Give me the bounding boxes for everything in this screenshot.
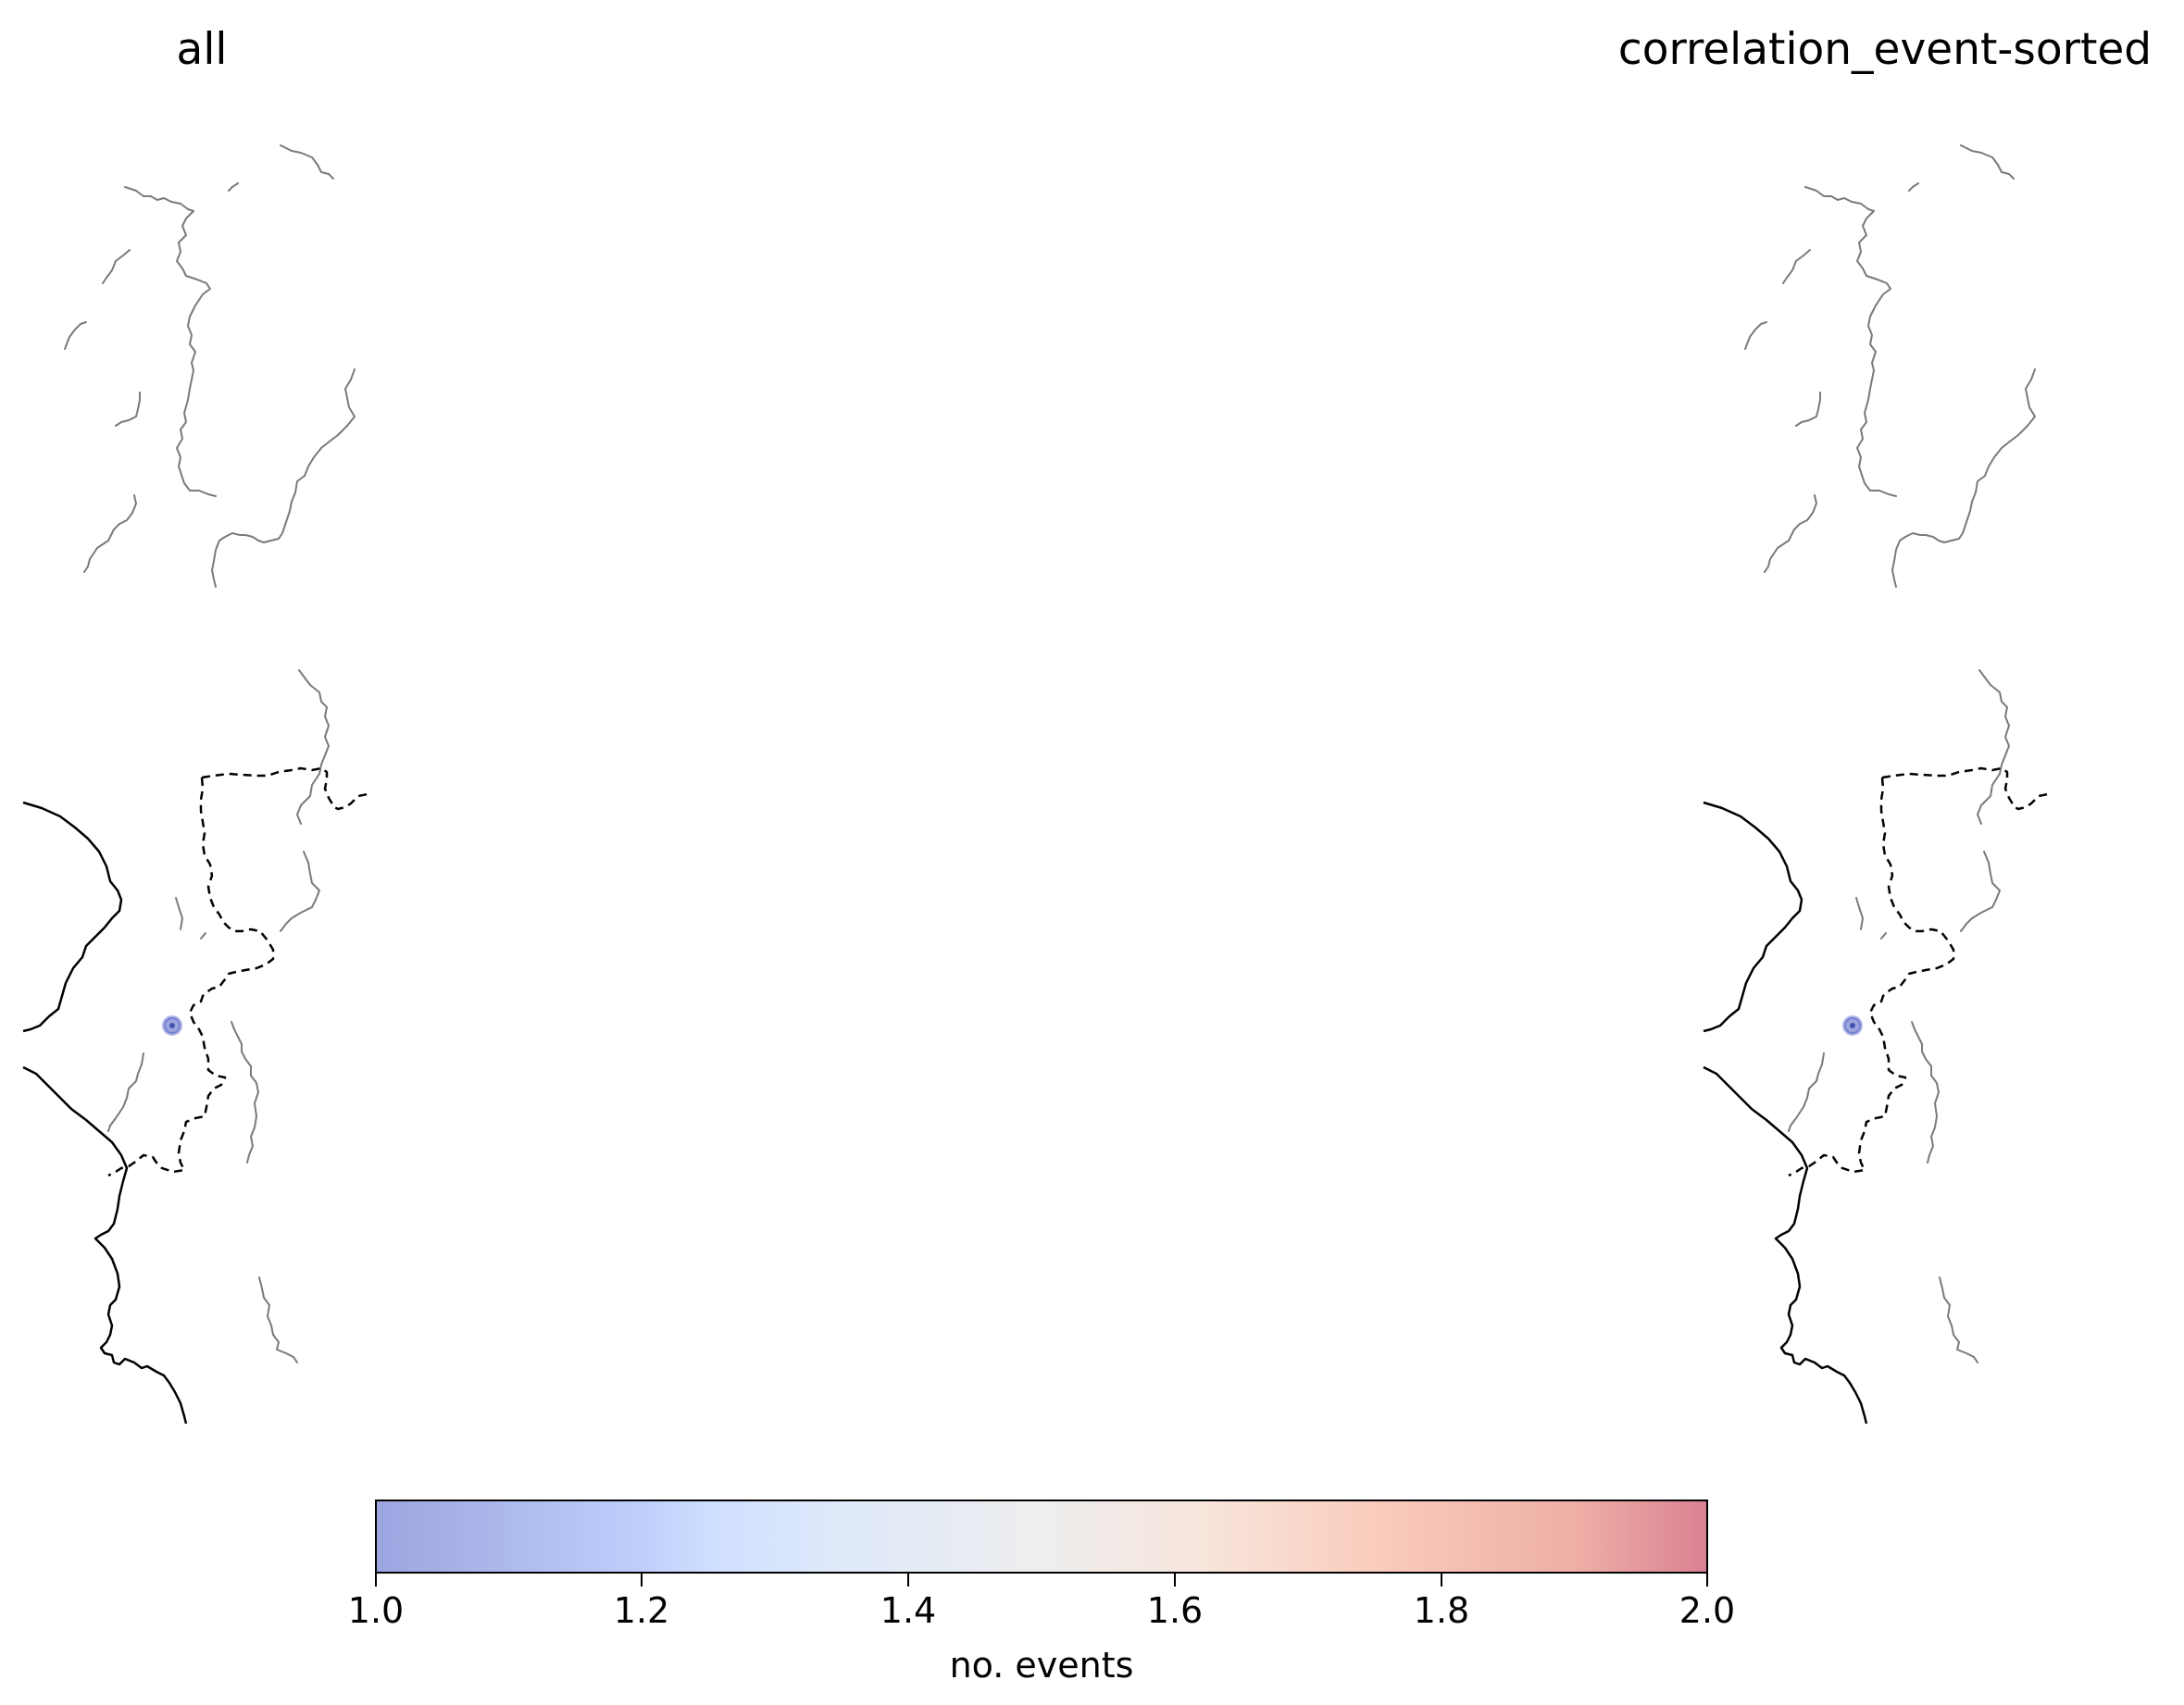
coastline xyxy=(22,801,123,1033)
river xyxy=(1764,494,1817,573)
colorbar-tick xyxy=(1174,1574,1176,1587)
colorbar-tick xyxy=(641,1574,643,1587)
river xyxy=(124,186,217,497)
coastline xyxy=(1703,801,1803,1033)
colorbar-tick-label: 1.4 xyxy=(880,1590,937,1631)
event-marker-center xyxy=(169,1023,175,1028)
colorbar-label: no. events xyxy=(949,1645,1134,1686)
river xyxy=(1960,851,2001,932)
river xyxy=(115,392,141,427)
river xyxy=(1911,1021,1940,1164)
colorbar-tick xyxy=(1706,1574,1708,1587)
country-border xyxy=(201,766,368,811)
river xyxy=(1977,669,2010,825)
river xyxy=(83,494,137,573)
colorbar-tick xyxy=(1441,1574,1442,1587)
river xyxy=(1880,932,1887,940)
borders xyxy=(1788,766,2049,1177)
river xyxy=(1939,1276,1978,1363)
river xyxy=(1891,368,2036,588)
river xyxy=(280,144,334,180)
map-panel-correlation xyxy=(1703,144,2049,1425)
colorbar-tick xyxy=(907,1574,909,1587)
event-marker-center xyxy=(1850,1023,1855,1028)
river xyxy=(1804,186,1897,497)
river xyxy=(1795,392,1821,427)
river xyxy=(296,669,330,825)
colorbar-gradient xyxy=(375,1500,1708,1574)
map-panel-all xyxy=(22,144,368,1425)
rivers xyxy=(1744,144,2036,1363)
rivers xyxy=(64,144,356,1363)
country-border xyxy=(1881,766,2049,811)
panel-title-correlation: correlation_event-sorted xyxy=(1617,24,2153,75)
river xyxy=(228,182,239,192)
river xyxy=(1782,249,1811,284)
river xyxy=(200,932,206,940)
coastlines xyxy=(1703,801,1868,1425)
coastline xyxy=(22,1065,188,1425)
river xyxy=(1908,182,1919,192)
river xyxy=(1960,144,2015,180)
colorbar-tick xyxy=(375,1574,377,1587)
river xyxy=(1744,321,1767,350)
colorbar-tick-label: 2.0 xyxy=(1679,1590,1736,1631)
river xyxy=(175,897,183,930)
river xyxy=(1855,897,1864,930)
colorbar xyxy=(375,1500,1708,1574)
river xyxy=(211,368,356,588)
coastline xyxy=(1703,1065,1868,1425)
river xyxy=(1788,1052,1825,1132)
river xyxy=(280,851,320,932)
colorbar-tick-label: 1.8 xyxy=(1413,1590,1470,1631)
river xyxy=(231,1021,259,1164)
country-border xyxy=(107,777,275,1177)
river xyxy=(107,1052,144,1132)
country-border xyxy=(1788,777,1955,1177)
borders xyxy=(107,766,368,1177)
colorbar-tick-label: 1.6 xyxy=(1146,1590,1204,1631)
coastlines xyxy=(22,801,188,1425)
panel-title-all: all xyxy=(176,24,228,75)
river xyxy=(64,321,87,350)
river xyxy=(258,1276,298,1363)
colorbar-tick-label: 1.0 xyxy=(347,1590,405,1631)
river xyxy=(102,249,131,284)
colorbar-tick-label: 1.2 xyxy=(613,1590,670,1631)
